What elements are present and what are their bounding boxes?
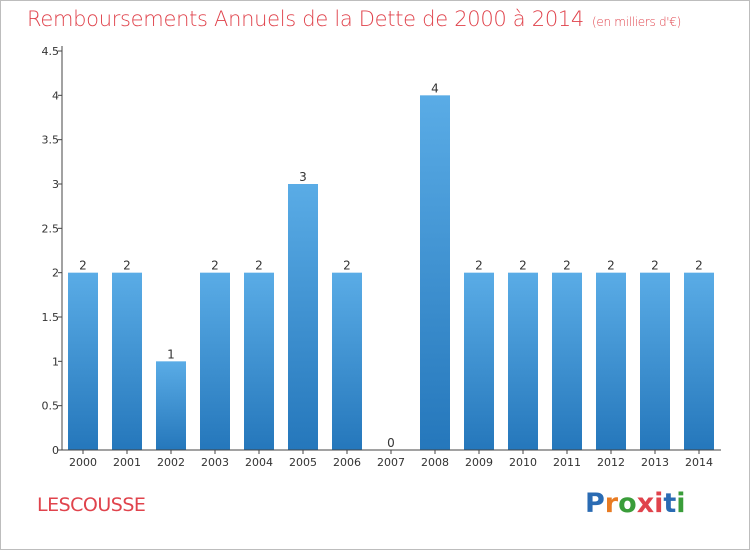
proxiti-logo: Proxiti bbox=[585, 488, 686, 519]
bar-2009 bbox=[464, 272, 494, 450]
x-tick-label-2001: 2001 bbox=[113, 456, 141, 469]
bar-2005 bbox=[288, 184, 318, 450]
logo-letter: x bbox=[636, 488, 655, 519]
bar-2011 bbox=[552, 272, 582, 450]
x-tick-label-2002: 2002 bbox=[157, 456, 185, 469]
y-tick-label-1.5: 1.5 bbox=[42, 311, 60, 324]
data-labels-group: 2 2 1 2 2 3 2 0 4 2 2 2 2 2 2 bbox=[79, 81, 703, 450]
data-label-2011: 2 bbox=[563, 259, 571, 273]
x-tick-label-2013: 2013 bbox=[641, 456, 669, 469]
y-tick-label-0: 0 bbox=[52, 444, 59, 457]
bar-2003 bbox=[200, 272, 230, 450]
x-tick-label-2007: 2007 bbox=[377, 456, 405, 469]
bar-2004 bbox=[244, 272, 274, 450]
y-tick-label-4.5: 4.5 bbox=[42, 45, 60, 58]
bar-2002 bbox=[156, 361, 186, 450]
logo-letter: i bbox=[676, 488, 686, 519]
data-label-2000: 2 bbox=[79, 259, 87, 273]
data-label-2013: 2 bbox=[651, 259, 659, 273]
x-tick-label-2009: 2009 bbox=[465, 456, 493, 469]
x-tick-label-2008: 2008 bbox=[421, 456, 449, 469]
x-tick-label-2006: 2006 bbox=[333, 456, 361, 469]
y-tick-label-3: 3 bbox=[52, 178, 59, 191]
place-name: LESCOUSSE bbox=[37, 494, 146, 516]
x-tick-label-2012: 2012 bbox=[597, 456, 625, 469]
bars-group bbox=[68, 95, 714, 450]
data-label-2014: 2 bbox=[695, 259, 703, 273]
data-label-2007: 0 bbox=[387, 436, 395, 450]
data-label-2004: 2 bbox=[255, 259, 263, 273]
data-label-2012: 2 bbox=[607, 259, 615, 273]
logo-letter: i bbox=[654, 488, 664, 519]
bar-2001 bbox=[112, 272, 142, 450]
bar-2000 bbox=[68, 272, 98, 450]
y-tick-label-1: 1 bbox=[52, 355, 59, 368]
bar-2012 bbox=[596, 272, 626, 450]
x-tick-label-2003: 2003 bbox=[201, 456, 229, 469]
data-label-2009: 2 bbox=[475, 259, 483, 273]
axes-group: 2000 2001 2002 2003 2004 2005 2006 2007 2008 2009… bbox=[42, 45, 721, 469]
x-tick-label-2000: 2000 bbox=[69, 456, 97, 469]
chart-title: Remboursements Annuels de la Dette de 20… bbox=[27, 7, 681, 31]
data-label-2003: 2 bbox=[211, 259, 219, 273]
y-tick-label-3.5: 3.5 bbox=[42, 134, 60, 147]
y-tick-label-0.5: 0.5 bbox=[42, 400, 60, 413]
y-tick-label-2.5: 2.5 bbox=[42, 222, 60, 235]
data-label-2008: 4 bbox=[431, 81, 439, 95]
logo-letter: r bbox=[604, 488, 619, 519]
x-tick-label-2014: 2014 bbox=[685, 456, 713, 469]
data-label-2006: 2 bbox=[343, 259, 351, 273]
data-label-2010: 2 bbox=[519, 259, 527, 273]
chart-subtitle: (en milliers d'€) bbox=[592, 15, 682, 29]
data-label-2001: 2 bbox=[123, 259, 131, 273]
logo-letter: P bbox=[585, 488, 605, 519]
y-tick-label-4: 4 bbox=[52, 89, 59, 102]
x-tick-label-2005: 2005 bbox=[289, 456, 317, 469]
bar-2013 bbox=[640, 272, 670, 450]
data-label-2002: 1 bbox=[167, 347, 175, 361]
logo-letter: t bbox=[663, 488, 677, 519]
x-tick-label-2004: 2004 bbox=[245, 456, 273, 469]
data-label-2005: 3 bbox=[299, 170, 307, 184]
bar-2006 bbox=[332, 272, 362, 450]
logo-letter: o bbox=[618, 488, 637, 519]
title-text: Remboursements Annuels de la Dette de 20… bbox=[27, 7, 584, 31]
bar-2008 bbox=[420, 95, 450, 450]
bar-2014 bbox=[684, 272, 714, 450]
y-tick-label-2: 2 bbox=[52, 267, 59, 280]
x-tick-label-2011: 2011 bbox=[553, 456, 581, 469]
x-tick-label-2010: 2010 bbox=[509, 456, 537, 469]
bar-2010 bbox=[508, 272, 538, 450]
